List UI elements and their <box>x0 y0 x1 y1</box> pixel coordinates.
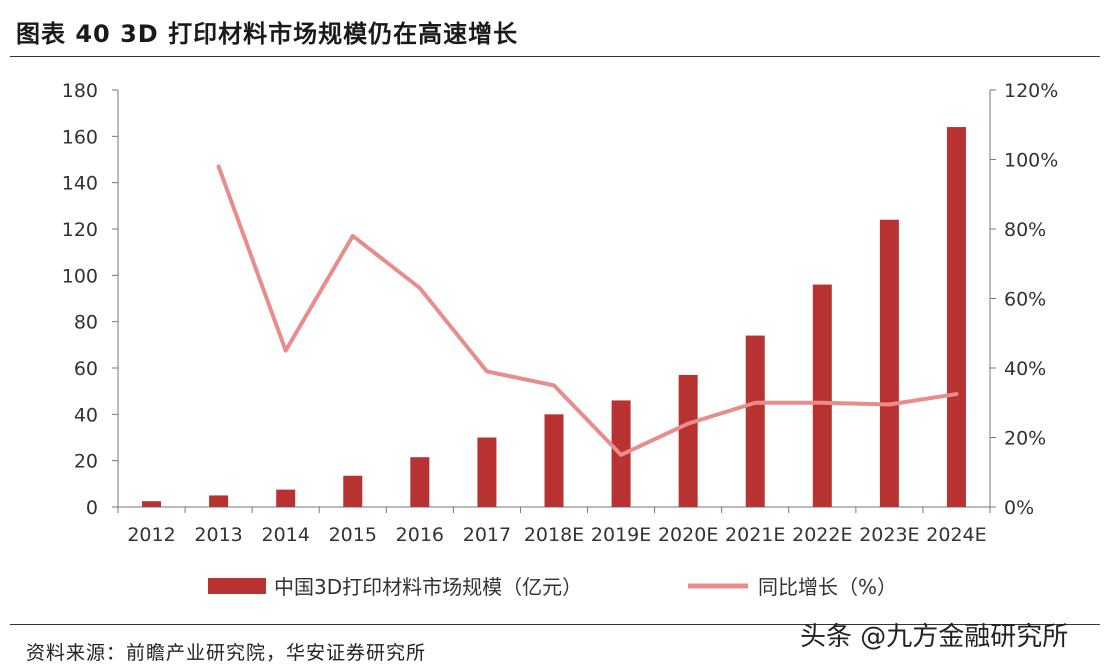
bar <box>276 489 296 507</box>
right-y-axis: 0% 20% 40% 60% 80% 100% 120% <box>989 80 1058 519</box>
bar <box>410 457 430 507</box>
bar <box>142 501 162 507</box>
x-tick-label: 2017 <box>463 524 511 546</box>
bar-series <box>142 127 966 508</box>
left-tick-label: 120 <box>62 219 98 241</box>
right-tick-label: 80% <box>1004 219 1046 241</box>
right-tick-label: 120% <box>1004 80 1058 102</box>
left-tick-label: 160 <box>62 126 98 148</box>
x-tick-label: 2013 <box>194 524 242 546</box>
left-tick-label: 140 <box>62 173 98 195</box>
x-tick-label: 2023E <box>859 524 919 546</box>
growth-line <box>216 164 959 457</box>
right-tick-label: 20% <box>1004 428 1046 450</box>
right-tick-label: 60% <box>1004 289 1046 311</box>
x-tick-label: 2021E <box>725 524 785 546</box>
x-tick-label: 2018E <box>524 524 584 546</box>
bar <box>946 127 966 508</box>
bar <box>209 495 229 507</box>
x-tick-label: 2015 <box>329 524 377 546</box>
bar-line-chart: 0 20 40 60 80 100 120 140 160 180 0% 20% 40% 60% 80% 1… <box>62 80 1059 599</box>
x-tick-label: 2019E <box>591 524 651 546</box>
left-tick-label: 80 <box>74 312 98 334</box>
bar <box>477 437 497 507</box>
bar <box>544 414 564 507</box>
watermark: 头条 @九方金融研究所 <box>800 622 1069 652</box>
right-tick-label: 0% <box>1004 497 1034 519</box>
left-tick-label: 20 <box>74 451 98 473</box>
line-series <box>216 164 959 457</box>
title-divider <box>10 56 1100 57</box>
bar <box>812 284 832 507</box>
source-divider <box>10 624 1100 625</box>
x-tick-label: 2012 <box>127 524 175 546</box>
legend: 中国3D打印材料市场规模（亿元） 同比增长（%） <box>208 575 897 599</box>
legend-bar-swatch <box>208 578 266 594</box>
x-tick-label: 2024E <box>926 524 986 546</box>
legend-line-label: 同比增长（%） <box>758 575 897 599</box>
chart-title: 图表 40 3D 打印材料市场规模仍在高速增长 <box>16 20 519 48</box>
left-tick-label: 180 <box>62 80 98 102</box>
left-y-axis: 0 20 40 60 80 100 120 140 160 180 <box>62 80 119 519</box>
bar <box>678 374 698 507</box>
x-axis: 2012 2013 2014 2015 2016 2017 2018E 2019E 2020E 2… <box>117 506 991 546</box>
left-tick-label: 100 <box>62 265 98 287</box>
left-tick-label: 60 <box>74 358 98 380</box>
right-tick-label: 40% <box>1004 358 1046 380</box>
left-tick-label: 0 <box>86 497 98 519</box>
source-note: 资料来源：前瞻产业研究院，华安证券研究所 <box>26 642 427 664</box>
x-tick-label: 2022E <box>792 524 852 546</box>
left-tick-label: 40 <box>74 404 98 426</box>
x-tick-label: 2016 <box>396 524 444 546</box>
x-tick-label: 2014 <box>262 524 310 546</box>
bar <box>879 219 899 507</box>
bar <box>745 335 765 507</box>
legend-bar-label: 中国3D打印材料市场规模（亿元） <box>274 575 582 599</box>
right-tick-label: 100% <box>1004 150 1058 172</box>
x-tick-label: 2020E <box>658 524 718 546</box>
bar <box>343 475 363 507</box>
